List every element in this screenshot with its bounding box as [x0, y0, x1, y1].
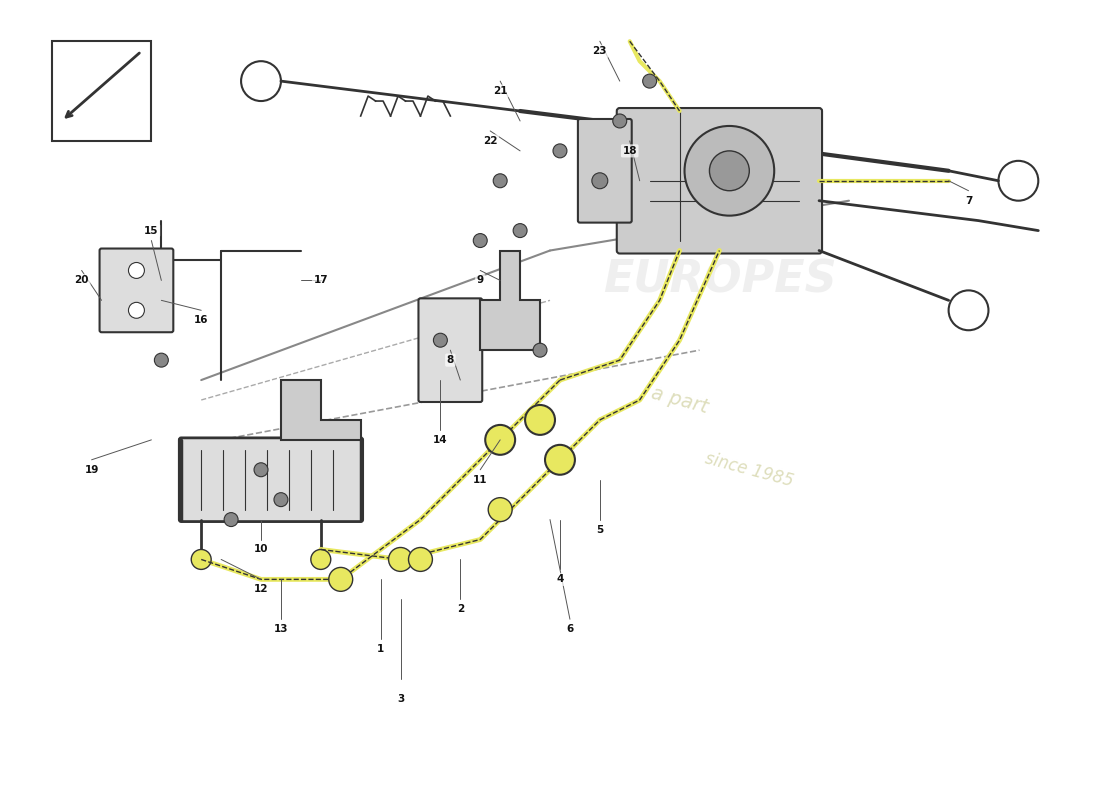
Text: 9: 9	[476, 275, 484, 286]
Text: 14: 14	[433, 435, 448, 445]
Circle shape	[388, 547, 412, 571]
Circle shape	[254, 462, 268, 477]
FancyBboxPatch shape	[578, 119, 631, 222]
Text: EUROPES: EUROPES	[603, 259, 836, 302]
Circle shape	[191, 550, 211, 570]
Text: 10: 10	[254, 545, 268, 554]
Circle shape	[534, 343, 547, 357]
Text: 21: 21	[493, 86, 507, 96]
Circle shape	[613, 114, 627, 128]
Text: 4: 4	[557, 574, 563, 584]
Text: since 1985: since 1985	[703, 450, 795, 490]
Circle shape	[525, 405, 556, 435]
Text: 15: 15	[144, 226, 158, 235]
Circle shape	[154, 353, 168, 367]
Text: 12: 12	[254, 584, 268, 594]
Circle shape	[710, 151, 749, 190]
Text: 19: 19	[85, 465, 99, 474]
Circle shape	[493, 174, 507, 188]
Circle shape	[553, 144, 566, 158]
Text: 7: 7	[965, 196, 972, 206]
Text: 8: 8	[447, 355, 454, 365]
Circle shape	[433, 334, 448, 347]
Text: 2: 2	[456, 604, 464, 614]
Circle shape	[311, 550, 331, 570]
Text: 22: 22	[483, 136, 497, 146]
Text: 1: 1	[377, 644, 384, 654]
Circle shape	[488, 498, 513, 522]
Text: 23: 23	[593, 46, 607, 56]
Polygon shape	[481, 250, 540, 350]
Text: 3: 3	[397, 694, 404, 704]
Text: 18: 18	[623, 146, 637, 156]
Circle shape	[473, 234, 487, 247]
Circle shape	[408, 547, 432, 571]
Text: 5: 5	[596, 525, 604, 534]
Circle shape	[592, 173, 608, 189]
Circle shape	[129, 262, 144, 278]
Text: 16: 16	[194, 315, 209, 326]
Circle shape	[544, 445, 575, 474]
Text: 11: 11	[473, 474, 487, 485]
Text: 6: 6	[566, 624, 573, 634]
Text: 17: 17	[314, 275, 328, 286]
Circle shape	[684, 126, 774, 216]
Text: 13: 13	[274, 624, 288, 634]
Circle shape	[129, 302, 144, 318]
Circle shape	[274, 493, 288, 506]
Text: a part: a part	[649, 383, 711, 417]
FancyBboxPatch shape	[418, 298, 482, 402]
Polygon shape	[280, 380, 361, 440]
Circle shape	[224, 513, 238, 526]
Circle shape	[513, 224, 527, 238]
FancyBboxPatch shape	[179, 438, 363, 522]
Circle shape	[642, 74, 657, 88]
Circle shape	[485, 425, 515, 455]
Circle shape	[329, 567, 353, 591]
Text: 20: 20	[75, 275, 89, 286]
FancyBboxPatch shape	[100, 249, 174, 332]
FancyBboxPatch shape	[617, 108, 822, 254]
